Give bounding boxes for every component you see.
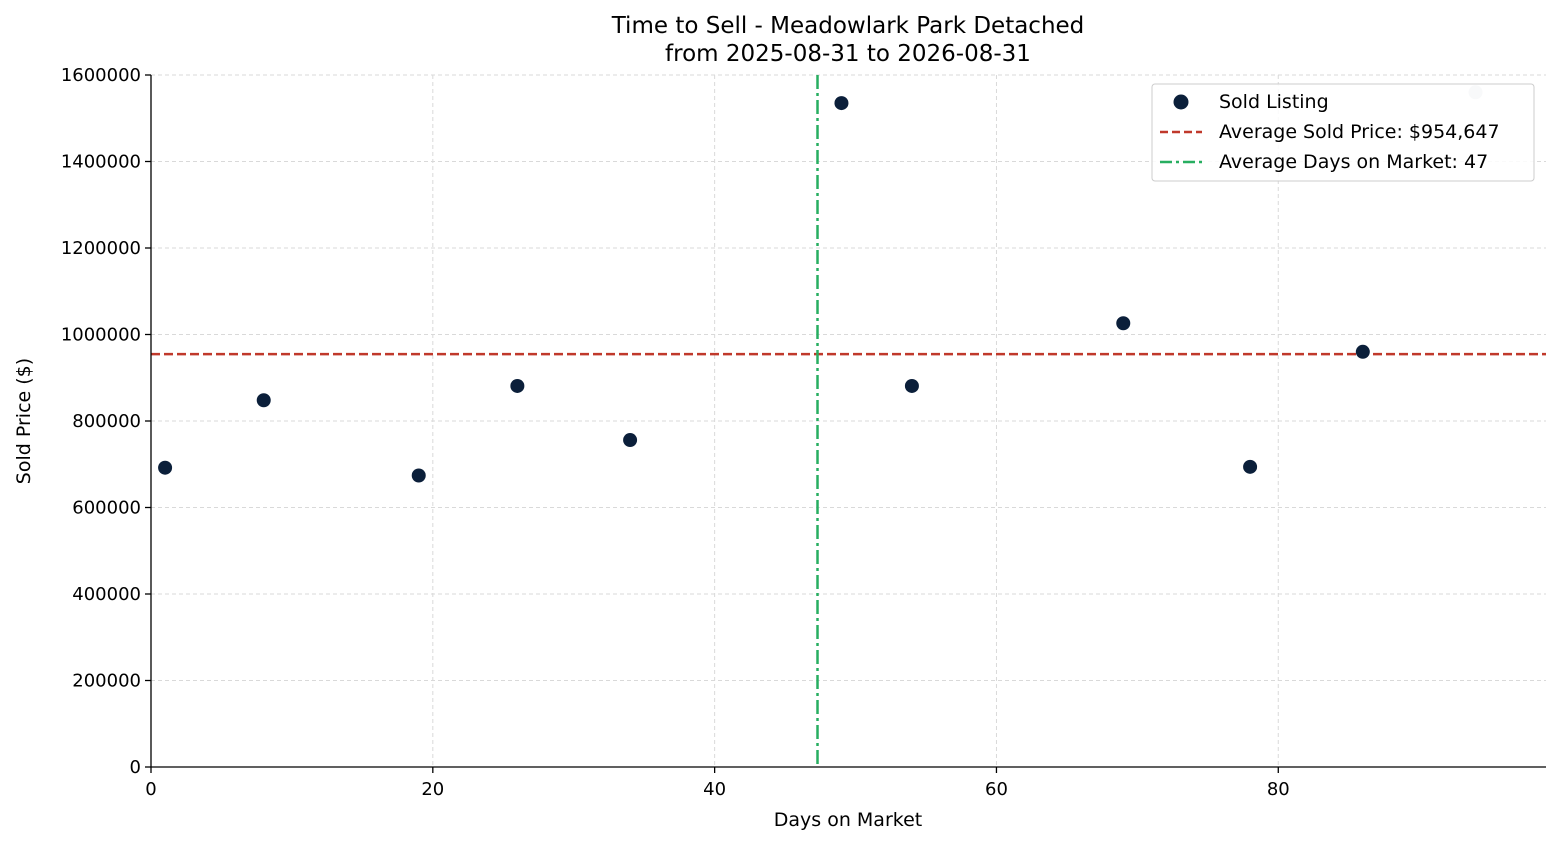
legend-label-average-price: Average Sold Price: $954,647 [1219, 121, 1500, 143]
data-point [158, 460, 173, 475]
y-tick-label: 1400000 [61, 152, 141, 173]
legend-frame [1151, 83, 1535, 182]
y-tick-label: 400000 [72, 584, 141, 605]
x-tick-label: 0 [145, 779, 156, 800]
y-axis-label: Sold Price ($) [13, 358, 35, 484]
data-point [623, 433, 638, 448]
y-tick-label: 1000000 [61, 325, 141, 346]
data-point [1116, 316, 1131, 331]
y-tick-label: 200000 [72, 671, 141, 692]
data-point [411, 468, 426, 483]
chart-subtitle: from 2025-08-31 to 2026-08-31 [665, 41, 1031, 67]
legend-label-average-days: Average Days on Market: 47 [1219, 151, 1488, 173]
data-point [1243, 459, 1258, 474]
legend-marker-sold-listing [1173, 94, 1189, 110]
x-axis-label: Days on Market [774, 809, 922, 831]
y-tick-label: 800000 [72, 411, 141, 432]
legend-label-sold-listing: Sold Listing [1219, 91, 1329, 113]
y-tick-label: 1600000 [61, 65, 141, 86]
data-point [904, 378, 919, 393]
x-tick-label: 40 [703, 779, 726, 800]
x-tick-label: 20 [421, 779, 444, 800]
data-point [256, 393, 271, 408]
y-tick-label: 1200000 [61, 238, 141, 259]
data-point [510, 378, 525, 393]
x-tick-label: 60 [985, 779, 1008, 800]
data-point [834, 96, 849, 111]
data-point [1355, 344, 1370, 359]
legend: Sold Listing Average Sold Price: $954,64… [1151, 83, 1535, 182]
tick-labels: 0 20 40 60 80 0 200000 400000 600000 800000 100000… [61, 65, 1290, 800]
x-tick-label: 80 [1267, 779, 1290, 800]
reference-lines [151, 75, 1546, 767]
chart-title: Time to Sell - Meadowlark Park Detached [611, 13, 1085, 39]
y-tick-label: 0 [130, 757, 141, 778]
y-tick-label: 600000 [72, 498, 141, 519]
